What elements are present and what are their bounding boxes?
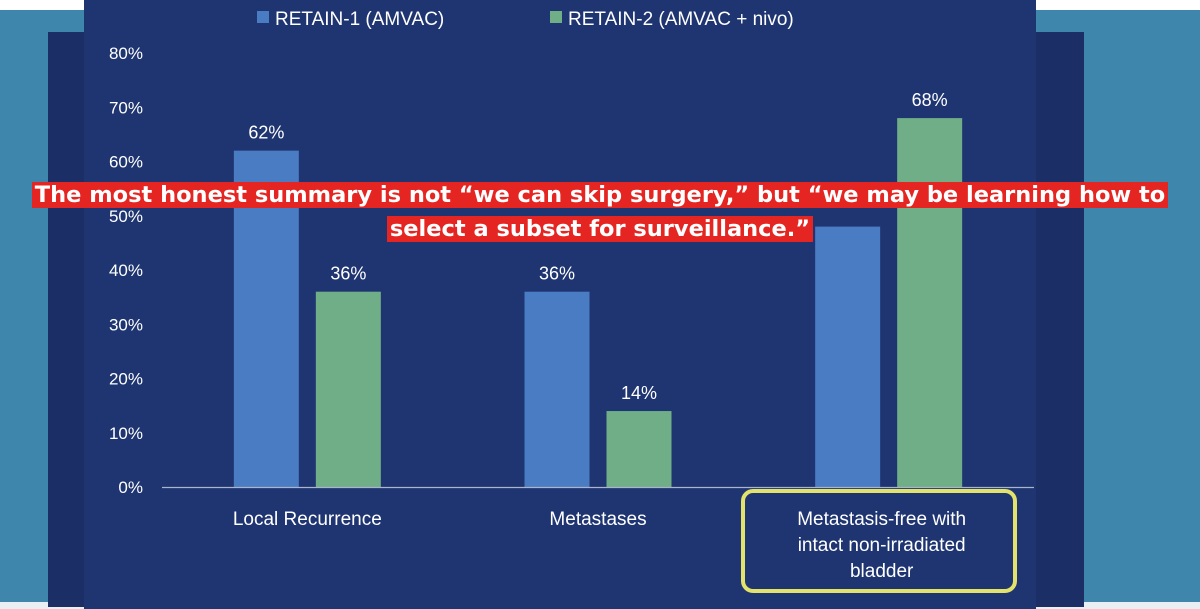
legend: RETAIN-1 (AMVAC) RETAIN-2 (AMVAC + nivo)	[257, 9, 794, 30]
legend-swatch	[550, 11, 562, 23]
bar-2-2	[606, 411, 672, 487]
legend-swatch	[257, 11, 269, 23]
y-tick-label: 10%	[109, 424, 143, 443]
category-label: intact non-irradiated	[798, 535, 966, 556]
y-tick-label: 0%	[118, 478, 143, 497]
category-highlight-box	[741, 489, 1017, 593]
caption-line-2: select a subset for surveillance.”	[386, 216, 814, 242]
bar-2-3	[897, 118, 963, 487]
bar-1-2	[524, 291, 590, 487]
y-tick-label: 20%	[109, 370, 143, 389]
x-axis: Local Recurrence Metastases Metastasis-fre…	[162, 486, 1034, 582]
y-tick-label: 50%	[109, 207, 143, 226]
y-tick-label: 60%	[109, 153, 143, 172]
y-axis: 0% 10% 20% 30% 40% 50% 60% 70% 80%	[109, 44, 143, 497]
category-label: Metastasis-free with	[797, 509, 966, 530]
data-label: 62%	[248, 123, 284, 143]
bars: 62% 36% 36% 14% 68%	[233, 90, 963, 487]
data-label: 68%	[912, 90, 948, 110]
bar-1-3	[815, 226, 881, 487]
data-label: 36%	[330, 264, 366, 284]
bar-2-1	[315, 291, 381, 487]
data-label: 14%	[621, 383, 657, 403]
category-label: bladder	[850, 561, 914, 582]
caption-overlay: The most honest summary is not “we can s…	[0, 178, 1200, 246]
category-label: Local Recurrence	[233, 509, 382, 530]
legend-label: RETAIN-1 (AMVAC)	[275, 9, 444, 30]
y-tick-label: 40%	[109, 261, 143, 280]
category-label: Metastases	[549, 509, 646, 530]
y-tick-label: 30%	[109, 315, 143, 334]
data-label: 36%	[539, 264, 575, 284]
legend-label: RETAIN-2 (AMVAC + nivo)	[568, 9, 794, 30]
y-tick-label: 80%	[109, 44, 143, 63]
y-tick-label: 70%	[109, 98, 143, 117]
caption-line-1: The most honest summary is not “we can s…	[31, 182, 1169, 208]
